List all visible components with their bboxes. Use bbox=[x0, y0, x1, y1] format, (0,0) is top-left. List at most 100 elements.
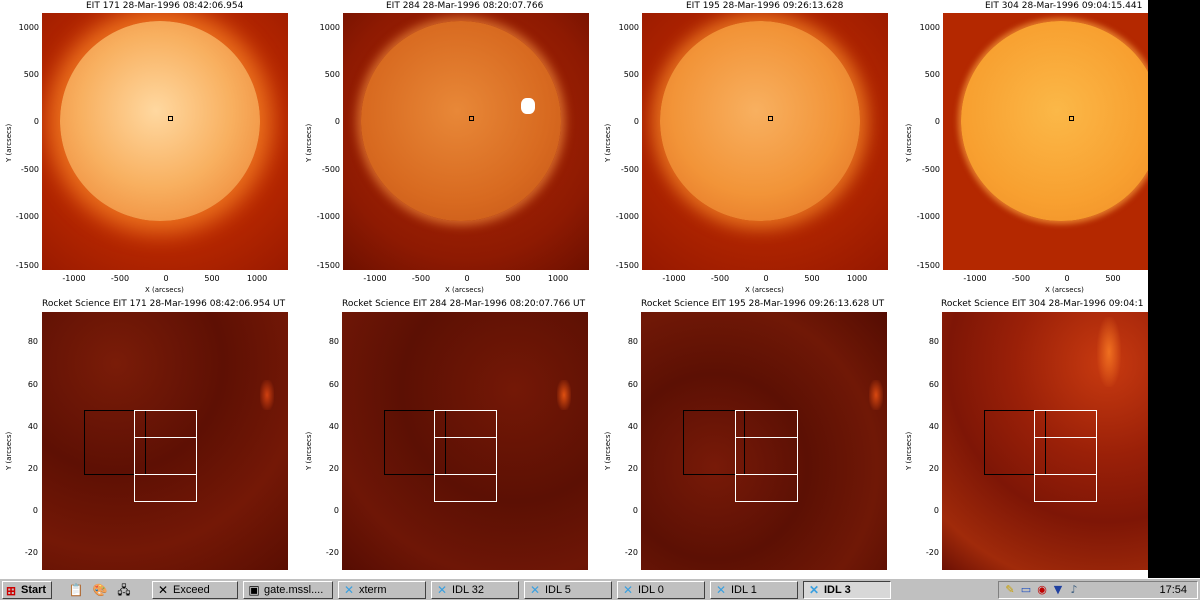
taskbar-button-idl3[interactable]: ✕ IDL 3 bbox=[803, 581, 891, 599]
slit-divider bbox=[735, 437, 798, 438]
y-tick-label: 0 bbox=[632, 506, 638, 515]
y-tick-label: 0 bbox=[933, 506, 939, 515]
y-tick-label: 60 bbox=[27, 380, 38, 389]
taskbar-button-idl32[interactable]: ✕ IDL 32 bbox=[431, 581, 519, 599]
taskbar-button-exceed[interactable]: ✕ Exceed bbox=[152, 581, 238, 599]
bright-spot bbox=[1097, 317, 1121, 387]
offscreen-area bbox=[1148, 0, 1200, 578]
x-tick-label: -1000 bbox=[963, 274, 987, 283]
y-tick-label: -1500 bbox=[615, 261, 639, 270]
y-axis-label: Y (arcsecs) bbox=[5, 123, 13, 162]
y-tick-label: -1000 bbox=[316, 212, 340, 221]
panel-title-eit304: EIT 304 28-Mar-1996 09:04:15.441 bbox=[985, 1, 1143, 11]
sun-disk-195 bbox=[660, 21, 860, 221]
y-tick-label: -1500 bbox=[916, 261, 940, 270]
y-tick-label: 40 bbox=[328, 422, 339, 431]
y-axis-label: Y (arcsecs) bbox=[905, 123, 913, 162]
slit-divider bbox=[434, 437, 497, 438]
y-tick-label: -1000 bbox=[916, 212, 940, 221]
network-icon[interactable]: 🖧 bbox=[117, 583, 131, 597]
target-box bbox=[1069, 116, 1074, 121]
y-tick-label: 80 bbox=[328, 337, 339, 346]
taskbar-button-xterm[interactable]: ✕ xterm bbox=[338, 581, 426, 599]
slit-divider bbox=[134, 474, 197, 475]
x-tick-label: -1000 bbox=[662, 274, 686, 283]
x-icon: ✕ bbox=[808, 583, 820, 597]
y-tick-label: 0 bbox=[633, 117, 639, 126]
x-tick-label: 500 bbox=[1105, 274, 1121, 283]
panel-title-rocket-195: Rocket Science EIT 195 28-Mar-1996 09:26… bbox=[641, 299, 885, 309]
pen-icon[interactable]: ✎ bbox=[1005, 583, 1015, 596]
zoom-image-eit304 bbox=[942, 312, 1148, 570]
taskbar-button-idl5[interactable]: ✕ IDL 5 bbox=[524, 581, 612, 599]
bright-region bbox=[521, 98, 535, 114]
solar-image-eit284 bbox=[343, 13, 589, 270]
taskbar-button-idl1[interactable]: ✕ IDL 1 bbox=[710, 581, 798, 599]
y-tick-label: 20 bbox=[928, 464, 939, 473]
speaker-icon[interactable]: ♪ bbox=[1070, 583, 1078, 596]
y-tick-label: 0 bbox=[32, 506, 38, 515]
show-desktop-icon[interactable]: 📋 bbox=[68, 583, 84, 597]
x-tick-label: 0 bbox=[763, 274, 769, 283]
y-tick-label: 0 bbox=[934, 117, 940, 126]
y-tick-label: 20 bbox=[627, 464, 638, 473]
solar-image-eit304 bbox=[943, 13, 1148, 270]
arrow-down-icon[interactable]: ▼ bbox=[1053, 583, 1063, 596]
x-axis-label: X (arcsecs) bbox=[145, 286, 184, 294]
x-icon: ✕ bbox=[529, 583, 541, 597]
x-icon: ✕ bbox=[343, 583, 355, 597]
x-tick-label: 1000 bbox=[1144, 274, 1149, 283]
panel-title-rocket-171: Rocket Science EIT 171 28-Mar-1996 08:42… bbox=[42, 299, 286, 309]
target-box bbox=[469, 116, 474, 121]
record-icon[interactable]: ◉ bbox=[1037, 583, 1047, 596]
x-tick-label: 500 bbox=[804, 274, 820, 283]
taskbar-button-gate[interactable]: ▣ gate.mssl.... bbox=[243, 581, 333, 599]
y-tick-label: 1000 bbox=[919, 23, 940, 32]
x-axis-label: X (arcsecs) bbox=[1045, 286, 1084, 294]
x-tick-label: -500 bbox=[710, 274, 730, 283]
x-tick-label: 1000 bbox=[846, 274, 868, 283]
y-tick-label: 40 bbox=[928, 422, 939, 431]
x-axis-label: X (arcsecs) bbox=[445, 286, 484, 294]
app-launcher-icon[interactable]: 🎨 bbox=[92, 583, 108, 597]
slit-box-dark bbox=[84, 410, 146, 475]
y-tick-label: 60 bbox=[627, 380, 638, 389]
y-axis-label: Y (arcsecs) bbox=[604, 431, 612, 470]
panel-title-rocket-284: Rocket Science EIT 284 28-Mar-1996 08:20… bbox=[342, 299, 586, 309]
slit-divider bbox=[434, 474, 497, 475]
y-tick-label: 1000 bbox=[319, 23, 340, 32]
monitor-icon[interactable]: ▭ bbox=[1020, 583, 1032, 596]
sun-disk-304 bbox=[961, 21, 1148, 221]
taskbar-button-label: IDL 32 bbox=[452, 584, 485, 596]
y-tick-label: 500 bbox=[924, 70, 940, 79]
y-tick-label: 500 bbox=[623, 70, 639, 79]
slit-box bbox=[735, 410, 798, 502]
slit-divider bbox=[1034, 474, 1097, 475]
slit-divider bbox=[735, 474, 798, 475]
y-axis-label: Y (arcsecs) bbox=[305, 123, 313, 162]
x-tick-label: -500 bbox=[411, 274, 431, 283]
y-tick-label: -20 bbox=[24, 548, 38, 557]
start-button[interactable]: ⊞ Start bbox=[2, 581, 52, 599]
y-tick-label: 0 bbox=[333, 506, 339, 515]
taskbar: ⊞ Start 📋 🎨 🖧 ✕ Exceed ▣ gate.mssl.... ✕… bbox=[0, 578, 1200, 600]
slit-divider bbox=[1034, 437, 1097, 438]
slit-box-dark bbox=[984, 410, 1046, 475]
sun-disk-284 bbox=[361, 21, 561, 221]
start-label: Start bbox=[21, 584, 47, 596]
x-tick-label: 0 bbox=[163, 274, 169, 283]
y-tick-label: -1000 bbox=[615, 212, 639, 221]
y-axis-label: Y (arcsecs) bbox=[604, 123, 612, 162]
x-tick-label: 500 bbox=[204, 274, 220, 283]
windows-logo-icon: ⊞ bbox=[6, 584, 17, 598]
slit-box-dark bbox=[683, 410, 745, 475]
y-tick-label: -1000 bbox=[15, 212, 39, 221]
taskbar-button-idl0[interactable]: ✕ IDL 0 bbox=[617, 581, 705, 599]
y-tick-label: 40 bbox=[627, 422, 638, 431]
y-tick-label: 0 bbox=[33, 117, 39, 126]
y-tick-label: -500 bbox=[620, 165, 639, 174]
x-tick-label: 1000 bbox=[246, 274, 268, 283]
x-icon: ✕ bbox=[622, 583, 634, 597]
y-tick-label: 80 bbox=[27, 337, 38, 346]
x-tick-label: 0 bbox=[1064, 274, 1070, 283]
